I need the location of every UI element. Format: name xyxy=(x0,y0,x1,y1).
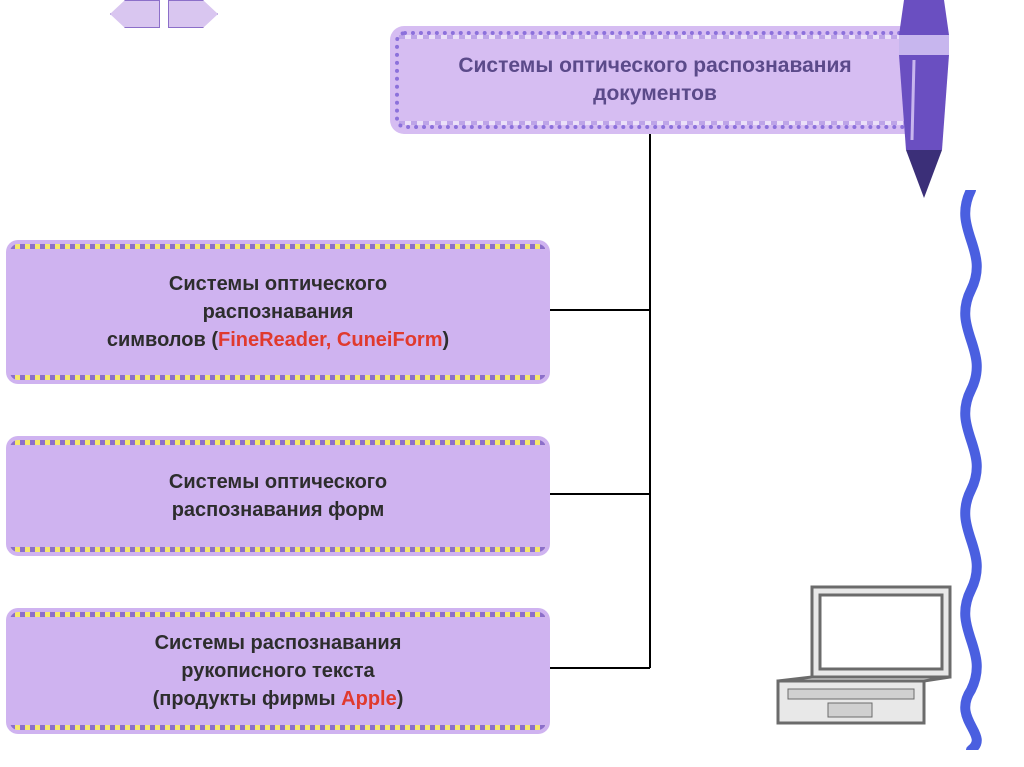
laptop-icon xyxy=(774,583,964,733)
child-node-1: Системы оптического распознавания символ… xyxy=(6,240,550,384)
child1-line1: Системы оптического xyxy=(169,270,387,298)
highlight-text: Apple xyxy=(341,688,397,710)
nav-arrows xyxy=(110,0,218,28)
child-node-3: Системы распознавания рукописного текста… xyxy=(6,608,550,734)
child3-line2: рукописного текста xyxy=(181,657,374,685)
arrow-right-icon[interactable] xyxy=(168,0,218,28)
child3-line1: Системы распознавания xyxy=(155,629,402,657)
child3-line3: (продукты фирмы Apple) xyxy=(153,685,404,713)
child2-line1: Системы оптического xyxy=(169,468,387,496)
child2-line2: распознавания форм xyxy=(172,496,385,524)
root-node: Системы оптического распознавания докуме… xyxy=(390,26,920,134)
child-node-2: Системы оптического распознавания форм xyxy=(6,436,550,556)
crayon-icon xyxy=(894,0,954,200)
child1-line2: распознавания xyxy=(203,298,354,326)
arrow-left-icon[interactable] xyxy=(110,0,160,28)
child1-line3: символов (FineReader, CuneiForm) xyxy=(107,326,449,354)
highlight-text: FineReader, CuneiForm xyxy=(218,329,443,351)
root-label: Системы оптического распознавания докуме… xyxy=(430,52,880,109)
